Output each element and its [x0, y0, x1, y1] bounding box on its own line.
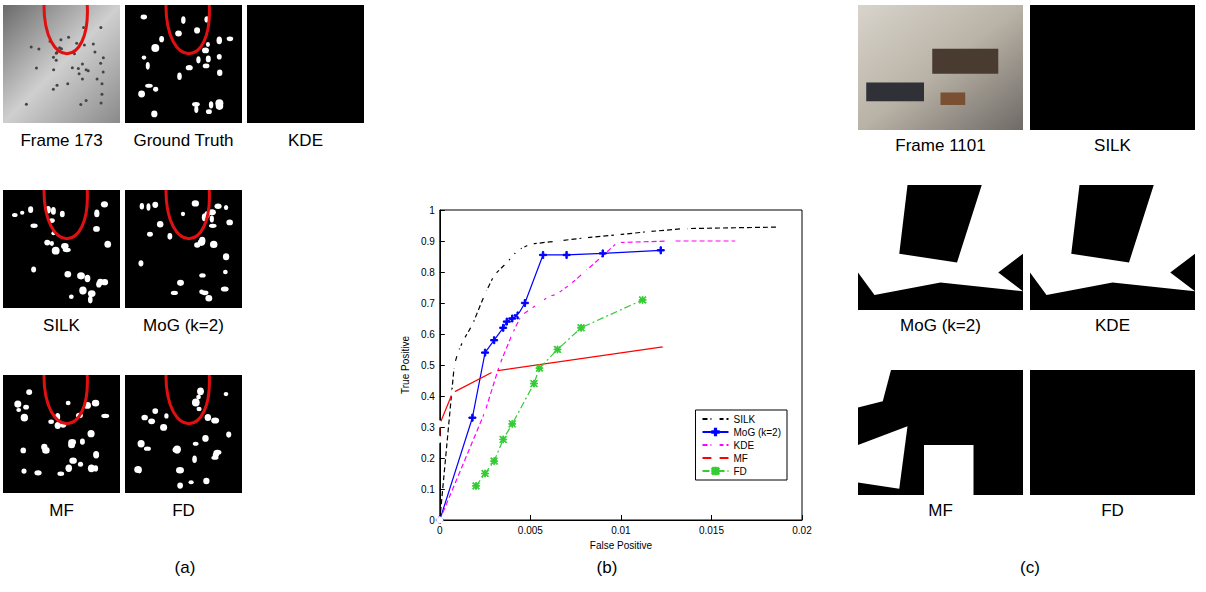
svg-text:0.005: 0.005	[518, 525, 543, 536]
svg-text:0: 0	[437, 525, 443, 536]
svg-text:0: 0	[429, 515, 435, 526]
html-text:MF: MF	[928, 501, 953, 520]
svg-text:MoG (k=2): MoG (k=2)	[733, 427, 781, 438]
html-text:SILK: SILK	[1094, 136, 1131, 155]
html-text:(b): (b)	[596, 558, 618, 577]
svg-text:0.9: 0.9	[421, 236, 435, 247]
svg-text:MF: MF	[733, 453, 747, 464]
html-text:SILK: SILK	[43, 316, 80, 335]
html-text:MoG (k=2): MoG (k=2)	[143, 316, 224, 335]
html-text:(a): (a)	[174, 558, 196, 577]
html-text:(c): (c)	[1020, 558, 1040, 577]
svg-text:0.02: 0.02	[792, 525, 812, 536]
svg-text:0.7: 0.7	[421, 298, 435, 309]
svg-text:False Positive: False Positive	[590, 540, 653, 551]
html-text:KDE: KDE	[1095, 316, 1130, 335]
svg-text:0.3: 0.3	[421, 422, 435, 433]
html-text:MoG (k=2): MoG (k=2)	[900, 316, 981, 335]
svg-text:0.8: 0.8	[421, 267, 435, 278]
html-text:Ground Truth: Ground Truth	[133, 131, 234, 150]
svg-text:SILK: SILK	[733, 414, 755, 425]
svg-text:0.6: 0.6	[421, 329, 435, 340]
svg-text:0.5: 0.5	[421, 360, 435, 371]
svg-text:FD: FD	[733, 466, 746, 477]
svg-text:0.2: 0.2	[421, 453, 435, 464]
svg-text:0.4: 0.4	[421, 391, 435, 402]
svg-text:0.1: 0.1	[421, 484, 435, 495]
html-text:FD: FD	[172, 501, 195, 520]
svg-text:1: 1	[429, 205, 435, 216]
svg-text:True Positive: True Positive	[400, 336, 411, 394]
svg-text:KDE: KDE	[733, 440, 754, 451]
html-text:Frame 173: Frame 173	[20, 131, 103, 150]
html-text:MF: MF	[49, 501, 74, 520]
svg-text:0.015: 0.015	[699, 525, 724, 536]
html-text:KDE: KDE	[288, 131, 323, 150]
html-text:Frame 1101: Frame 1101	[895, 136, 986, 155]
html-text:FD: FD	[1101, 501, 1124, 520]
svg-text:0.01: 0.01	[611, 525, 631, 536]
